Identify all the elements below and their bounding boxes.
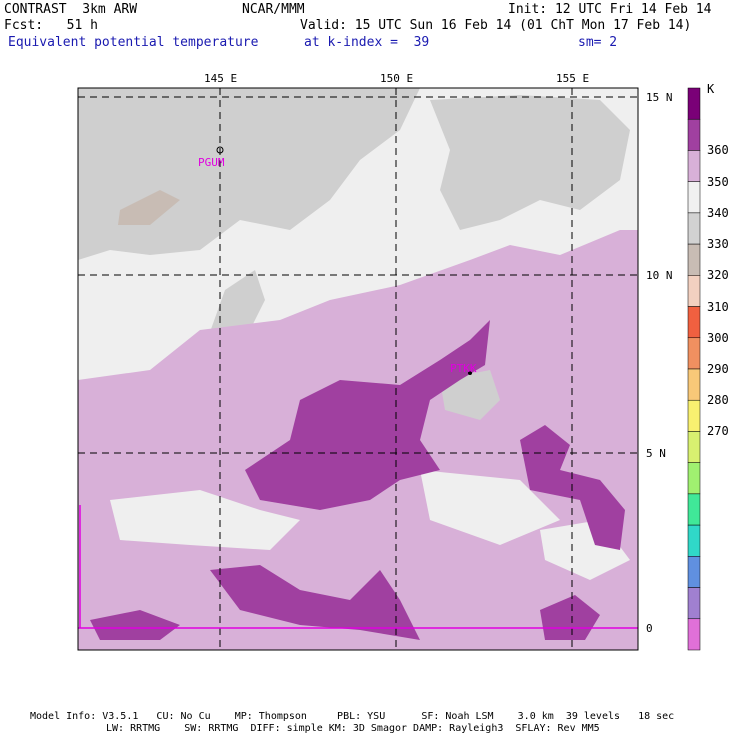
colorbar-swatch	[687, 337, 701, 370]
colorbar-swatch	[687, 306, 701, 339]
colorbar-swatch	[687, 150, 701, 182]
lat-label-15n: 15 N	[646, 91, 673, 104]
field-name: Equivalent potential temperature	[8, 35, 259, 50]
colorbar-swatch	[687, 212, 701, 245]
lon-label-150: 150 E	[380, 72, 414, 85]
colorbar-label: 340	[707, 205, 729, 220]
colorbar-swatch	[687, 399, 701, 432]
colorbar-swatch	[687, 181, 701, 214]
colorbar-swatch	[687, 431, 701, 463]
colorbar-swatch	[687, 243, 701, 276]
lat-label-0: 0	[646, 622, 653, 635]
colorbar-label: 330	[707, 237, 729, 252]
colorbar-swatch	[687, 587, 701, 620]
colorbar-swatch	[687, 556, 701, 588]
organization: NCAR/MMM	[242, 2, 305, 17]
colorbar-swatch	[687, 524, 701, 557]
colorbar-swatch	[687, 618, 701, 651]
darkpurple-south-bands	[90, 565, 600, 640]
colorbar-unit: K	[707, 82, 715, 96]
colorbar-label: 270	[707, 424, 729, 439]
colorbar-label: 280	[707, 393, 729, 408]
station-marker-ptkk	[468, 371, 472, 375]
colorbar-label: 290	[707, 362, 729, 376]
colorbar-swatch	[687, 493, 701, 526]
colorbar-label: 320	[707, 268, 729, 283]
colorbar-label: 350	[707, 174, 729, 189]
station-label-ptkk: PTKK	[450, 362, 477, 375]
init-time: Init: 12 UTC Fri 14 Feb 14	[508, 2, 712, 17]
darkpurple-core	[245, 320, 490, 510]
colorbar-swatch	[687, 87, 701, 120]
lat-label-5n: 5 N	[646, 447, 666, 460]
forecast-hour: Fcst: 51 h	[4, 18, 98, 33]
grey-region-north	[78, 88, 420, 260]
colorbar-swatch	[687, 275, 701, 307]
smoothing-info: sm= 2	[578, 35, 618, 50]
level-info: at k-index = 39	[304, 35, 430, 50]
lon-label-145: 145 E	[204, 72, 238, 85]
map-frame	[77, 87, 639, 651]
colorbar-label: 360	[707, 143, 729, 158]
model-info-line1: Model Info: V3.5.1 CU: No Cu MP: Thompso…	[30, 711, 675, 722]
station-marker-pgum	[216, 146, 224, 154]
station-label-pgum: PGUM	[198, 156, 225, 169]
model-title: CONTRAST 3km ARW	[4, 2, 138, 17]
colorbar-swatch	[687, 118, 701, 151]
tan-streak	[118, 190, 180, 225]
model-info-line2: LW: RRTMG SW: RRTMG DIFF: simple KM: 3D …	[106, 723, 600, 734]
colorbar-swatch	[687, 368, 701, 401]
lon-label-155: 155 E	[556, 72, 590, 85]
white-holes	[110, 470, 630, 580]
valid-time: Valid: 15 UTC Sun 16 Feb 14 (01 ChT Mon …	[300, 18, 692, 33]
grey-region-northeast	[430, 95, 630, 230]
colorbar-label: 300	[707, 330, 729, 345]
colorbar-label: 310	[707, 299, 729, 314]
colorbar-swatch	[687, 462, 701, 495]
lat-label-10n: 10 N	[646, 269, 673, 282]
